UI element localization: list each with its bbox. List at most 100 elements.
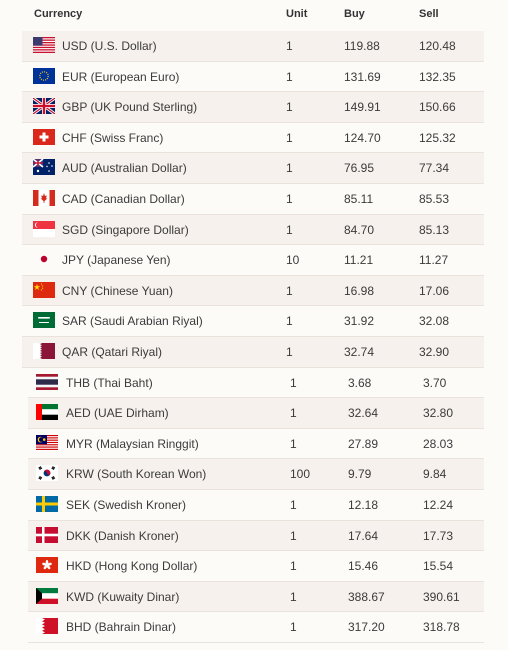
row-divider xyxy=(28,550,484,552)
table-row: JPY (Japanese Yen) 10 11.21 11.27 xyxy=(22,245,484,275)
table-row: SAR (Saudi Arabian Riyal) 1 31.92 32.08 xyxy=(22,306,484,336)
currency-name: SEK (Swedish Kroner) xyxy=(66,498,187,512)
unit-column-header: Unit xyxy=(286,8,308,20)
sell-rate: 318.78 xyxy=(423,620,460,635)
row-divider xyxy=(22,121,484,123)
unit-value: 1 xyxy=(290,620,297,635)
unit-value: 1 xyxy=(290,589,297,604)
sell-rate: 11.27 xyxy=(419,253,449,268)
currency-name: MYR (Malaysian Ringgit) xyxy=(66,436,199,451)
sell-column-header: Sell xyxy=(419,8,439,20)
buy-rate: 85.11 xyxy=(344,192,374,206)
unit-value: 1 xyxy=(286,222,293,237)
ch-flag-icon xyxy=(33,128,55,145)
sell-rate: 17.06 xyxy=(419,283,450,298)
unit-value: 1 xyxy=(286,314,293,329)
kw-flag-icon xyxy=(36,587,58,604)
sa-flag-icon xyxy=(33,312,55,329)
buy-rate: 388.67 xyxy=(348,589,385,604)
unit-value: 1 xyxy=(286,161,293,176)
row-divider xyxy=(28,580,484,582)
gb-flag-icon xyxy=(33,98,55,115)
table-row: CAD (Canadian Dollar) 1 85.11 85.53 xyxy=(22,184,484,214)
currency-name: SGD (Singapore Dollar) xyxy=(62,222,189,237)
unit-value: 1 xyxy=(290,528,297,543)
currency-name: DKK (Danish Kroner) xyxy=(66,528,179,543)
hk-flag-icon xyxy=(36,557,58,574)
sell-rate: 120.48 xyxy=(419,39,456,53)
th-flag-icon xyxy=(36,373,58,390)
au-flag-icon xyxy=(33,159,55,176)
buy-rate: 27.89 xyxy=(348,436,379,451)
sell-rate: 17.73 xyxy=(423,528,454,543)
qa-flag-icon xyxy=(33,343,55,359)
buy-rate: 9.79 xyxy=(348,467,372,482)
row-divider xyxy=(22,244,484,246)
buy-rate: 317.20 xyxy=(348,620,385,635)
sell-rate: 9.84 xyxy=(423,467,447,482)
table-row: THB (Thai Baht) 1 3.68 3.70 xyxy=(28,368,484,398)
table-row: USD (U.S. Dollar) 1 119.88 120.48 xyxy=(22,31,484,61)
table-row: DKK (Danish Kroner) 1 17.64 17.73 xyxy=(28,520,484,551)
buy-rate: 124.70 xyxy=(344,130,381,145)
table-row: SEK (Swedish Kroner) 1 12.18 12.24 xyxy=(28,490,484,520)
unit-value: 1 xyxy=(286,130,293,145)
se-flag-icon xyxy=(36,496,58,512)
table-row: KRW (South Korean Won) 100 9.79 9.84 xyxy=(28,459,484,490)
unit-value: 100 xyxy=(290,467,311,482)
buy-rate: 11.21 xyxy=(344,253,374,268)
currency-name: BHD (Bahrain Dinar) xyxy=(66,620,177,635)
buy-rate: 119.88 xyxy=(344,39,380,53)
jp-flag-icon xyxy=(33,251,55,268)
unit-value: 1 xyxy=(286,345,293,359)
buy-rate: 3.68 xyxy=(348,375,372,390)
currency-name: CHF (Swiss Franc) xyxy=(62,130,164,145)
row-divider xyxy=(22,274,484,276)
buy-rate: 15.46 xyxy=(348,559,379,574)
row-divider xyxy=(28,489,484,490)
buy-rate: 76.95 xyxy=(344,161,375,176)
currency-name: JPY (Japanese Yen) xyxy=(62,253,171,268)
currency-name: KRW (South Korean Won) xyxy=(66,467,207,482)
row-divider xyxy=(22,305,484,307)
buy-column-header: Buy xyxy=(344,8,365,20)
sell-rate: 15.54 xyxy=(423,559,454,574)
unit-value: 10 xyxy=(286,253,300,268)
unit-value: 1 xyxy=(286,283,293,298)
table-row: SGD (Singapore Dollar) 1 84.70 85.13 xyxy=(22,214,484,245)
table-row: AUD (Australian Dollar) 1 76.95 77.34 xyxy=(22,153,484,184)
row-divider xyxy=(28,458,484,460)
currency-name: AED (UAE Dirham) xyxy=(66,406,169,421)
row-divider xyxy=(28,642,484,643)
sell-rate: 28.03 xyxy=(423,436,454,451)
currency-name: CAD (Canadian Dollar) xyxy=(62,192,185,206)
currency-name: SAR (Saudi Arabian Riyal) xyxy=(62,314,203,329)
sell-rate: 125.32 xyxy=(419,130,456,145)
currency-name: THB (Thai Baht) xyxy=(66,375,153,390)
table-row: GBP (UK Pound Sterling) 1 149.91 150.66 xyxy=(22,92,484,123)
table-row: EUR (European Euro) 1 131.69 132.35 xyxy=(22,62,484,92)
currency-name: HKD (Hong Kong Dollar) xyxy=(66,559,198,574)
my-flag-icon xyxy=(36,434,58,451)
currency-name: QAR (Qatari Riyal) xyxy=(62,345,163,359)
row-divider xyxy=(22,152,484,154)
sell-rate: 150.66 xyxy=(419,100,456,115)
sell-rate: 12.24 xyxy=(423,498,454,512)
sell-rate: 32.80 xyxy=(423,406,454,421)
currency-name: USD (U.S. Dollar) xyxy=(62,39,157,53)
eu-flag-icon xyxy=(33,67,55,84)
row-divider xyxy=(28,397,484,399)
sell-rate: 32.08 xyxy=(419,314,450,329)
row-divider xyxy=(28,611,484,613)
table-row: CNY (Chinese Yuan) 1 16.98 17.06 xyxy=(22,275,484,306)
sell-rate: 132.35 xyxy=(419,69,456,84)
kr-flag-icon xyxy=(36,465,58,482)
sell-rate: 3.70 xyxy=(423,375,447,390)
unit-value: 1 xyxy=(290,498,297,512)
sell-rate: 77.34 xyxy=(419,161,450,176)
unit-value: 1 xyxy=(290,436,297,451)
table-row: CHF (Swiss Franc) 1 124.70 125.32 xyxy=(22,123,484,153)
unit-value: 1 xyxy=(286,100,293,115)
currency-name: CNY (Chinese Yuan) xyxy=(62,283,173,298)
row-divider xyxy=(22,183,484,184)
